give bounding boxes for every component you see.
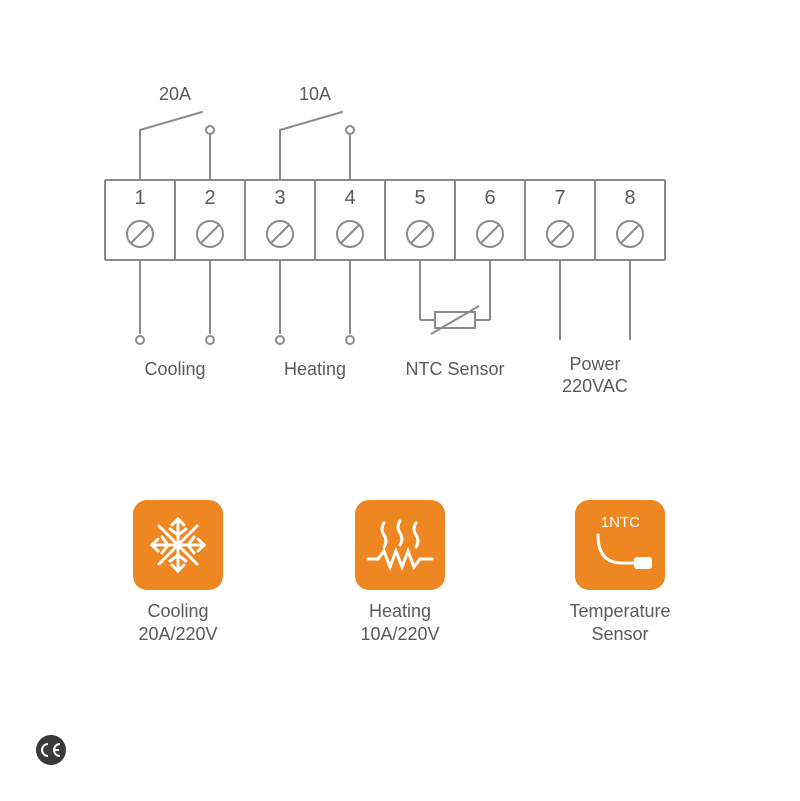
terminal-group-label: 220VAC [562, 376, 628, 396]
spec-text: Temperature Sensor [560, 600, 680, 645]
terminal-number: 3 [274, 187, 285, 209]
terminal-group-label: NTC Sensor [405, 359, 504, 379]
heating-icon [355, 500, 445, 590]
spec-line2: 10A/220V [360, 624, 439, 644]
spec-text: Heating 10A/220V [340, 600, 460, 645]
wiring-diagram-container: 1 2 3 4 5 6 7 8 20A 10A Cooling Heating NTC Sensor Po… [0, 0, 800, 801]
spec-card-cooling: Cooling 20A/220V [118, 500, 238, 645]
sensor-icon: 1NTC [575, 500, 665, 590]
spec-text: Cooling 20A/220V [118, 600, 238, 645]
terminal-number: 5 [414, 187, 425, 209]
ce-mark-icon [36, 735, 66, 765]
sensor-badge-text: 1NTC [601, 514, 640, 531]
terminal-diagram: 1 2 3 4 5 6 7 8 20A 10A Cooling Heating NTC Sensor Po… [0, 0, 800, 470]
terminal-number: 2 [204, 187, 215, 209]
spec-card-sensor: 1NTC Temperature Sensor [560, 500, 680, 645]
terminal-number: 6 [484, 187, 495, 209]
spec-card-heating: Heating 10A/220V [340, 500, 460, 645]
terminal-number: 7 [554, 187, 565, 209]
terminal-group-label: Heating [284, 359, 346, 379]
spec-line1: Temperature [569, 601, 670, 621]
spec-line2: Sensor [591, 624, 648, 644]
terminal-group-label: Power [569, 354, 620, 374]
spec-line2: 20A/220V [138, 624, 217, 644]
terminal-number: 4 [344, 187, 355, 209]
terminal-number: 8 [624, 187, 635, 209]
snowflake-icon [133, 500, 223, 590]
terminal-group-label: Cooling [144, 359, 205, 379]
spec-line1: Cooling [147, 601, 208, 621]
spec-line1: Heating [369, 601, 431, 621]
terminal-number: 1 [134, 187, 145, 209]
switch-rating-label: 20A [159, 84, 191, 104]
switch-rating-label: 10A [299, 84, 331, 104]
